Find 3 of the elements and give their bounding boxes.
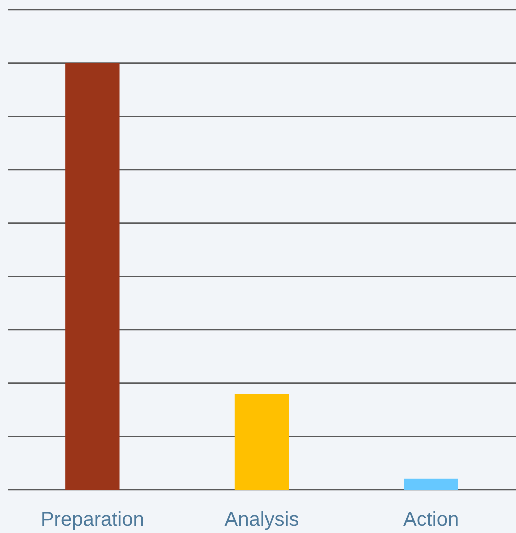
x-tick-label: Preparation: [40, 509, 144, 531]
x-tick-label: Analysis: [224, 509, 300, 531]
x-tick-label: Action: [404, 509, 460, 531]
